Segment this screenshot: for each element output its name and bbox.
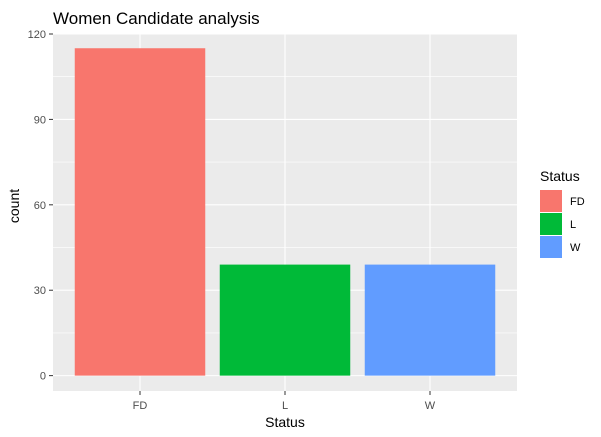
bar-w: [364, 264, 496, 376]
legend-label: L: [570, 219, 576, 231]
x-tick-label: W: [425, 400, 436, 412]
x-tick-label: L: [282, 400, 288, 412]
x-axis: FD L W: [133, 391, 436, 412]
legend-label: FD: [570, 196, 585, 208]
x-tick-label: FD: [133, 400, 148, 412]
legend-key-fd: [540, 190, 562, 212]
y-tick-label: 30: [34, 285, 46, 297]
y-axis-title: count: [6, 189, 22, 223]
y-tick-label: 120: [28, 29, 46, 41]
bar-fd: [74, 48, 206, 376]
legend-title: Status: [540, 168, 580, 184]
y-tick-label: 90: [34, 114, 46, 126]
legend-key-l: [540, 213, 562, 235]
legend-key-w: [540, 236, 562, 258]
legend-label: W: [570, 242, 581, 254]
y-tick-label: 60: [34, 200, 46, 212]
x-axis-title: Status: [265, 414, 305, 430]
chart-title: Women Candidate analysis: [53, 9, 260, 28]
y-axis: 0 30 60 90 120: [28, 29, 53, 383]
legend: Status FD LW: [540, 168, 585, 258]
bar-l: [219, 264, 351, 376]
bars: [74, 48, 496, 376]
y-tick-label: 0: [40, 371, 46, 383]
